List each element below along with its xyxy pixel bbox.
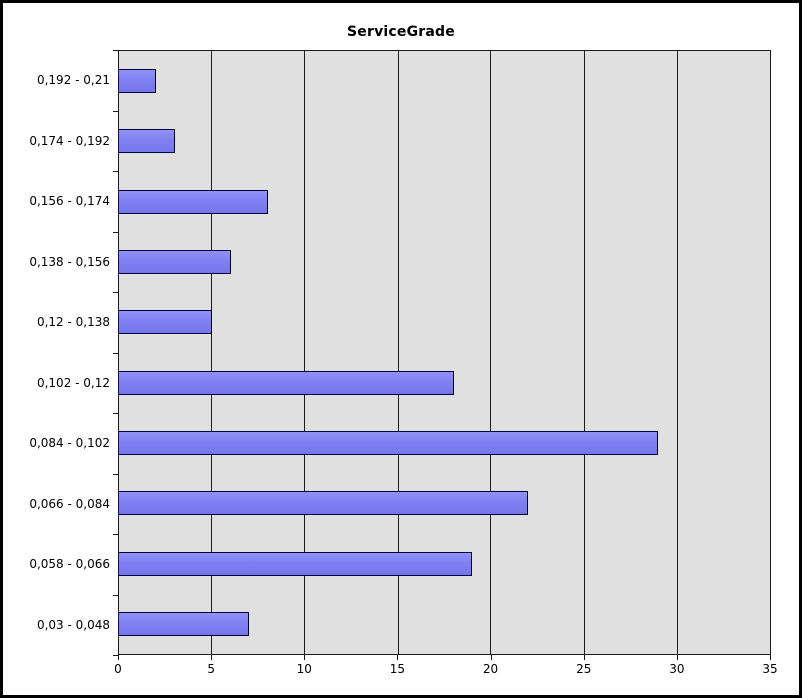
x-tick xyxy=(304,654,306,660)
category-label: 0,058 - 0,066 xyxy=(29,557,110,572)
bar-3 xyxy=(119,189,268,214)
category-label: 0,084 - 0,102 xyxy=(29,436,110,451)
bars-layer xyxy=(119,51,770,654)
bar-row xyxy=(119,473,770,533)
x-tick xyxy=(583,654,585,660)
y-tick xyxy=(113,231,118,233)
bar-row xyxy=(119,413,770,473)
x-tick-label: 0 xyxy=(114,662,122,676)
x-tick-label: 5 xyxy=(207,662,215,676)
x-tick xyxy=(118,654,119,660)
gridline xyxy=(676,51,678,654)
bar-8 xyxy=(119,491,529,516)
chart-title: ServiceGrade xyxy=(347,24,455,40)
x-tick-label: 15 xyxy=(389,662,406,676)
x-tick xyxy=(676,654,678,660)
x-tick xyxy=(770,654,771,660)
gridline xyxy=(583,51,585,654)
bar-row xyxy=(119,232,770,292)
bar-row xyxy=(119,352,770,412)
bar-2 xyxy=(119,129,175,154)
bar-row xyxy=(119,594,770,654)
gridline xyxy=(397,51,399,654)
x-tick-label: 10 xyxy=(296,662,312,676)
bar-10 xyxy=(119,611,250,636)
x-tick-label: 20 xyxy=(482,662,499,676)
y-axis-labels: 0,192 - 0,21 0,174 - 0,192 0,156 - 0,174 0,… xyxy=(3,50,110,655)
x-tick xyxy=(397,654,399,660)
category-label: 0,138 - 0,156 xyxy=(29,254,110,269)
category-label: 0,12 - 0,138 xyxy=(36,315,110,330)
gridline xyxy=(490,51,492,654)
bar-5 xyxy=(119,310,212,335)
bar-row xyxy=(119,172,770,232)
category-label: 0,102 - 0,12 xyxy=(36,375,110,390)
bar-4 xyxy=(119,250,231,275)
bar-9 xyxy=(119,551,473,576)
y-tick xyxy=(113,413,118,414)
category-label: 0,192 - 0,21 xyxy=(36,73,110,88)
gridline xyxy=(211,51,213,654)
y-tick xyxy=(113,534,118,535)
plot-area xyxy=(118,50,771,655)
bar-row xyxy=(119,292,770,352)
y-tick xyxy=(113,171,118,172)
category-label: 0,03 - 0,048 xyxy=(36,617,110,632)
x-tick xyxy=(211,654,213,660)
x-tick-label: 35 xyxy=(762,662,778,676)
bar-1 xyxy=(119,69,157,94)
bar-6 xyxy=(119,370,454,395)
bar-row xyxy=(119,51,770,111)
gridline xyxy=(304,51,306,654)
y-tick xyxy=(113,50,118,51)
category-label: 0,156 - 0,174 xyxy=(29,194,110,209)
y-tick xyxy=(113,655,118,656)
y-tick xyxy=(113,292,118,293)
bar-row xyxy=(119,111,770,171)
bar-7 xyxy=(119,430,659,455)
x-tick-label: 30 xyxy=(669,662,685,676)
category-label: 0,066 - 0,084 xyxy=(29,496,110,511)
y-tick xyxy=(113,352,118,354)
x-tick xyxy=(490,654,492,660)
y-tick xyxy=(113,473,118,475)
y-tick xyxy=(113,594,118,596)
category-label: 0,174 - 0,192 xyxy=(29,133,110,148)
bar-row xyxy=(119,533,770,593)
x-tick-label: 25 xyxy=(576,662,592,676)
y-tick xyxy=(113,110,118,112)
